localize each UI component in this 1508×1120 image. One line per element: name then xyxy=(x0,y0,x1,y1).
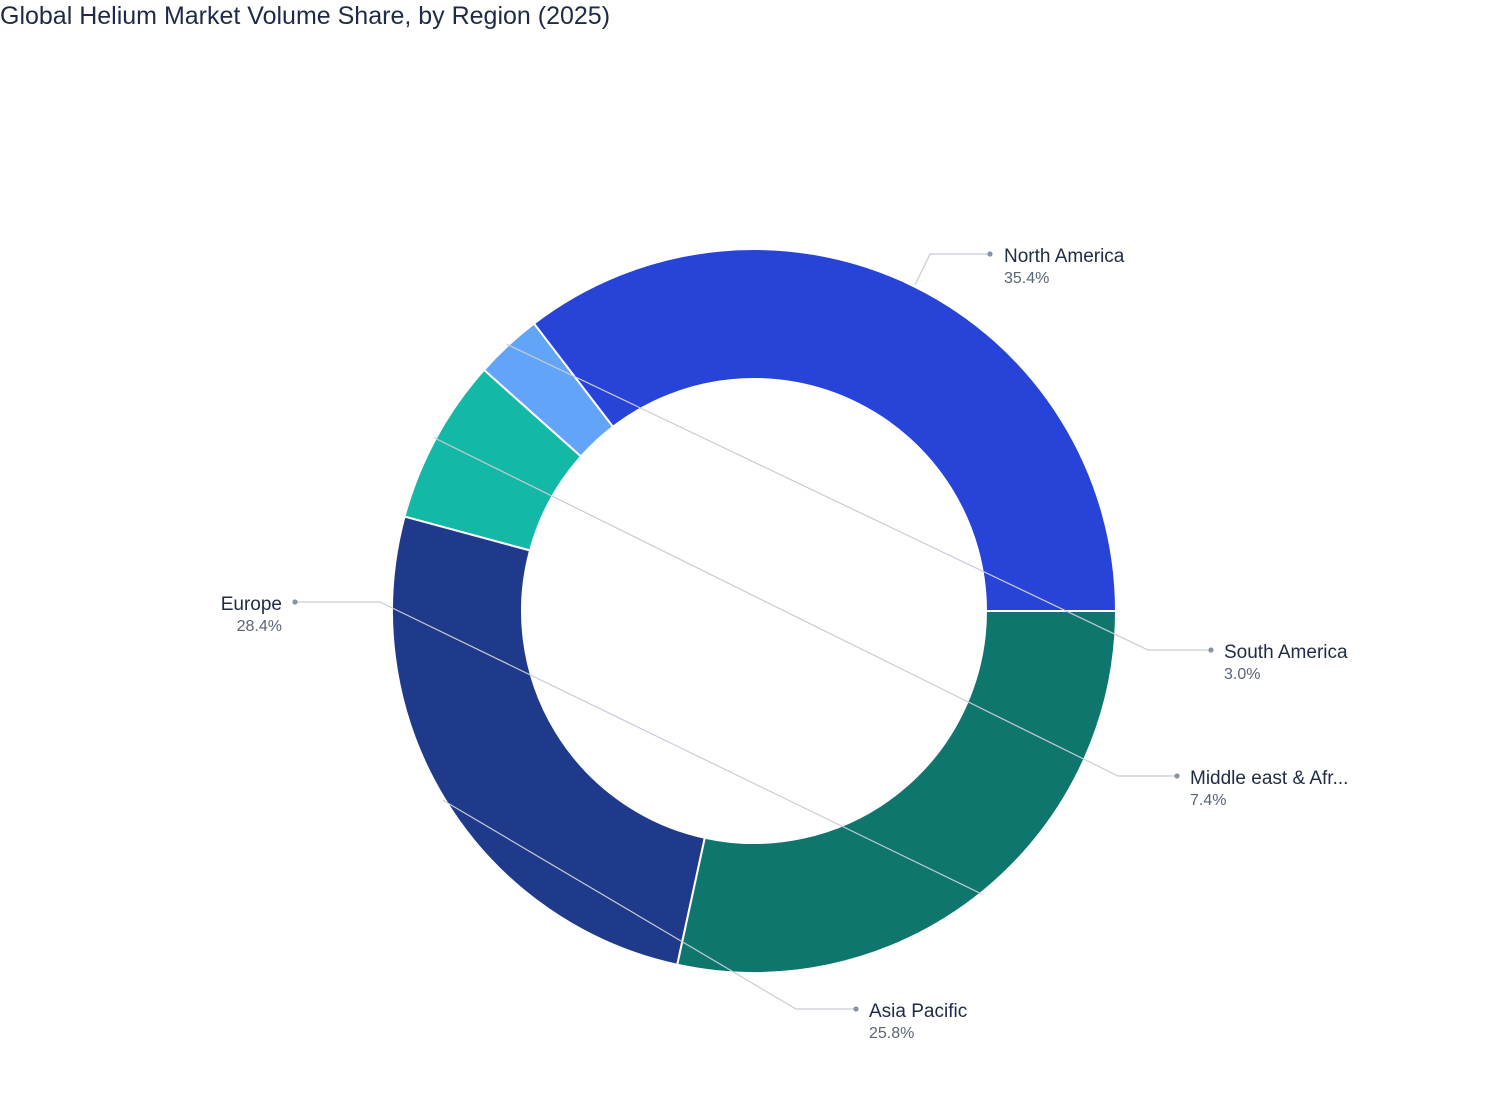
leader-line xyxy=(914,253,990,285)
chart-title: Global Helium Market Volume Share, by Re… xyxy=(0,2,611,30)
leader-dot xyxy=(1208,647,1214,653)
slice-value-label: 3.0% xyxy=(1224,666,1260,683)
leader-dot xyxy=(853,1006,859,1012)
leader-line xyxy=(295,601,983,895)
slice-value-label: 7.4% xyxy=(1190,792,1226,809)
slice-value-label: 35.4% xyxy=(1004,270,1049,287)
leader-dot xyxy=(987,251,993,257)
leader-dot xyxy=(292,599,298,605)
leader-dot xyxy=(1174,773,1180,779)
slice-label: Middle east & Afr... xyxy=(1190,768,1348,789)
leader-line xyxy=(506,343,1211,651)
leader-line xyxy=(442,799,856,1010)
slice-value-label: 25.8% xyxy=(869,1025,914,1042)
slice-north-america[interactable] xyxy=(532,247,1118,612)
slice-label: South America xyxy=(1224,642,1348,663)
leader-line xyxy=(433,437,1177,777)
slice-europe[interactable] xyxy=(676,610,1118,974)
slice-label: North America xyxy=(1004,246,1125,267)
slice-label: Europe xyxy=(221,594,282,615)
slice-asia-pacific[interactable] xyxy=(391,515,707,966)
slice-label: Asia Pacific xyxy=(869,1001,967,1022)
slice-value-label: 28.4% xyxy=(237,618,282,635)
